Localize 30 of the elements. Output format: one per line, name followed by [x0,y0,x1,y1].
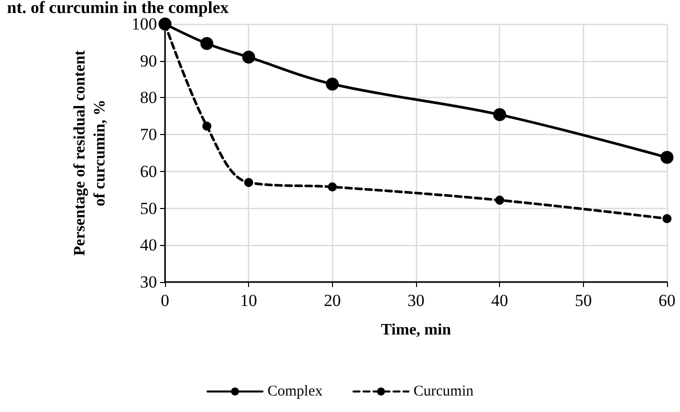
point [326,78,339,91]
point [202,122,212,131]
point [660,150,674,164]
chart-title: nt. of curcumin in the complex [7,0,230,17]
y-tick-label: 30 [140,272,157,292]
x-tick-label: 40 [491,291,508,310]
x-tick-label: 30 [408,291,424,310]
x-axis-title: Time, min [381,322,452,338]
y-tick-label: 100 [132,14,157,34]
y-tick-label: 80 [140,88,157,108]
point [242,50,256,64]
y-axis-title: Persentage of residual content of curcumin, % [72,50,108,256]
x-tick-label: 0 [160,291,170,310]
y-tick-label: 70 [140,125,157,144]
x-tick-label: 10 [240,291,258,310]
x-tick-label: 20 [324,291,341,310]
x-tick-label: 60 [658,291,676,310]
point [495,196,504,205]
point [493,108,506,122]
y-tick-label: 50 [140,198,157,218]
y-tick-label: 60 [140,162,157,181]
point [662,214,672,224]
point [244,178,254,187]
legend-label: Curcumin [414,384,474,400]
point [328,182,337,192]
legend-label: Complex [268,384,323,400]
y-tick-label: 90 [140,51,157,70]
x-tick-label: 50 [574,291,592,310]
point [200,37,214,50]
y-tick-label: 40 [140,236,157,255]
